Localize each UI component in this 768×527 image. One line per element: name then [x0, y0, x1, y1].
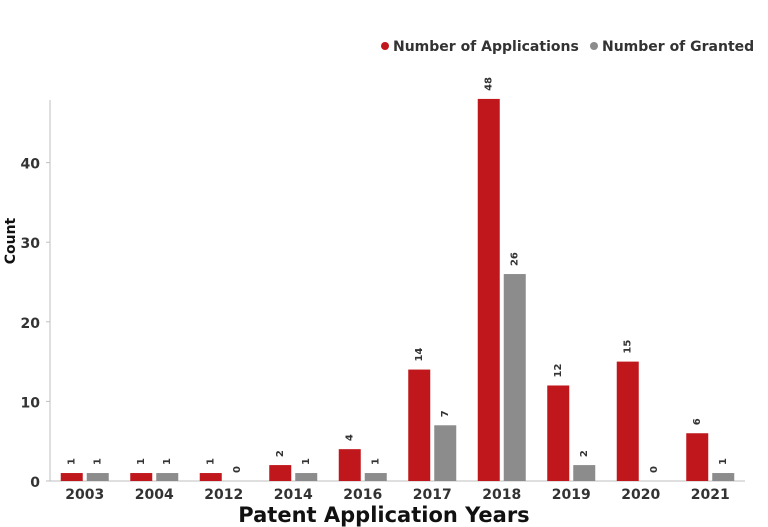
y-tick-label: 40 [21, 157, 41, 173]
x-tick-label: 2016 [343, 487, 382, 503]
data-label: 1 [67, 458, 78, 465]
legend-marker-granted [590, 42, 598, 50]
legend-label-granted: Number of Granted [602, 39, 754, 55]
bar-applications-2003 [60, 473, 83, 481]
bar-granted-2017 [434, 425, 457, 481]
data-label: 0 [649, 466, 660, 473]
bar-applications-2019 [547, 385, 570, 481]
data-label: 1 [162, 458, 173, 465]
y-tick-label: 0 [30, 475, 40, 491]
data-label: 2 [579, 450, 590, 457]
x-tick-label: 2018 [482, 487, 521, 503]
y-axis: 0 10 20 30 40 [21, 100, 51, 491]
data-label: 12 [553, 364, 564, 378]
bar-granted-2019 [573, 465, 596, 481]
y-axis-label: Count [3, 217, 19, 264]
bar-granted-2018 [503, 274, 526, 481]
bar-granted-2016 [364, 473, 387, 481]
x-axis: 2003 2004 2012 2014 2016 2017 2018 2019 2020 2021 [50, 480, 745, 503]
data-label: 0 [232, 466, 243, 473]
x-tick-label: 2020 [621, 487, 660, 503]
bar-granted-2014 [295, 473, 318, 481]
data-label: 15 [623, 340, 634, 354]
legend: Number of Applications Number of Granted [381, 39, 754, 55]
data-label: 1 [718, 458, 729, 465]
bar-applications-2018 [477, 98, 500, 482]
data-label: 1 [371, 458, 382, 465]
data-label: 1 [93, 458, 104, 465]
bar-granted-2004 [156, 473, 179, 481]
data-label: 2 [275, 450, 286, 457]
data-label: 26 [510, 252, 521, 266]
bar-granted-2021 [712, 473, 735, 481]
bar-applications-2021 [686, 433, 709, 481]
x-tick-label: 2003 [65, 487, 104, 503]
data-label: 4 [345, 434, 356, 441]
y-tick-label: 30 [21, 236, 41, 252]
x-tick-label: 2004 [135, 487, 174, 503]
bar-applications-2012 [199, 473, 222, 481]
x-axis-label: Patent Application Years [238, 503, 529, 527]
data-label: 1 [206, 458, 217, 465]
data-label: 48 [484, 77, 495, 91]
legend-marker-applications [381, 42, 389, 50]
bar-applications-2014 [269, 465, 292, 481]
y-tick-label: 20 [21, 316, 41, 332]
x-tick-label: 2021 [691, 487, 730, 503]
bars [60, 98, 735, 482]
data-label: 6 [692, 418, 703, 425]
data-label: 1 [301, 458, 312, 465]
data-label: 7 [440, 410, 451, 417]
bar-applications-2004 [130, 473, 153, 481]
bar-applications-2016 [338, 449, 361, 481]
y-tick-label: 10 [21, 395, 41, 411]
data-label: 14 [414, 348, 425, 362]
bar-granted-2003 [86, 473, 109, 481]
bar-applications-2020 [616, 361, 639, 481]
legend-label-applications: Number of Applications [393, 39, 579, 55]
x-tick-label: 2019 [552, 487, 591, 503]
x-tick-label: 2012 [204, 487, 243, 503]
x-tick-label: 2014 [274, 487, 313, 503]
x-tick-label: 2017 [413, 487, 452, 503]
bar-applications-2017 [408, 369, 431, 481]
data-label: 1 [136, 458, 147, 465]
